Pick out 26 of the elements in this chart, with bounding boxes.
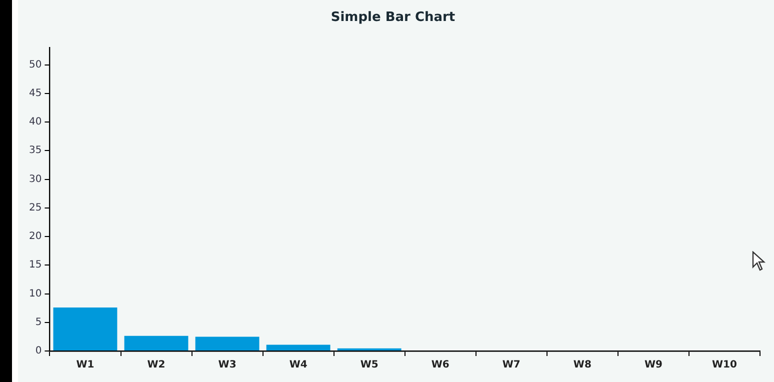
x-tick-label: W10 xyxy=(712,360,737,371)
y-tick-label: 10 xyxy=(28,288,42,300)
y-tick-label: 45 xyxy=(28,88,42,99)
y-tick-label: 15 xyxy=(28,260,42,271)
y-tick-label: 50 xyxy=(28,59,42,70)
y-tick-label: 35 xyxy=(28,145,42,156)
y-tick-label: 5 xyxy=(35,316,42,328)
chart-title: Simple Bar Chart xyxy=(330,10,456,26)
x-tick-label: W2 xyxy=(147,360,166,371)
x-tick-label: W4 xyxy=(289,360,308,371)
bar xyxy=(195,336,260,350)
x-tick-label: W1 xyxy=(76,360,94,371)
x-tick-label: W7 xyxy=(502,360,520,371)
bar xyxy=(124,336,188,350)
y-tick-label: 0 xyxy=(35,346,42,357)
x-tick-label: W8 xyxy=(573,360,592,371)
x-tick-label: W6 xyxy=(431,360,450,371)
y-tick-label: 30 xyxy=(28,174,42,185)
x-tick-label: W3 xyxy=(218,360,236,371)
bar xyxy=(53,307,118,350)
y-tick-label: 25 xyxy=(28,202,42,214)
y-tick-label: 20 xyxy=(28,231,42,242)
x-tick-label: W5 xyxy=(360,360,378,371)
bar xyxy=(266,344,330,350)
y-tick-label: 40 xyxy=(28,116,42,128)
x-tick-label: W9 xyxy=(644,360,662,371)
